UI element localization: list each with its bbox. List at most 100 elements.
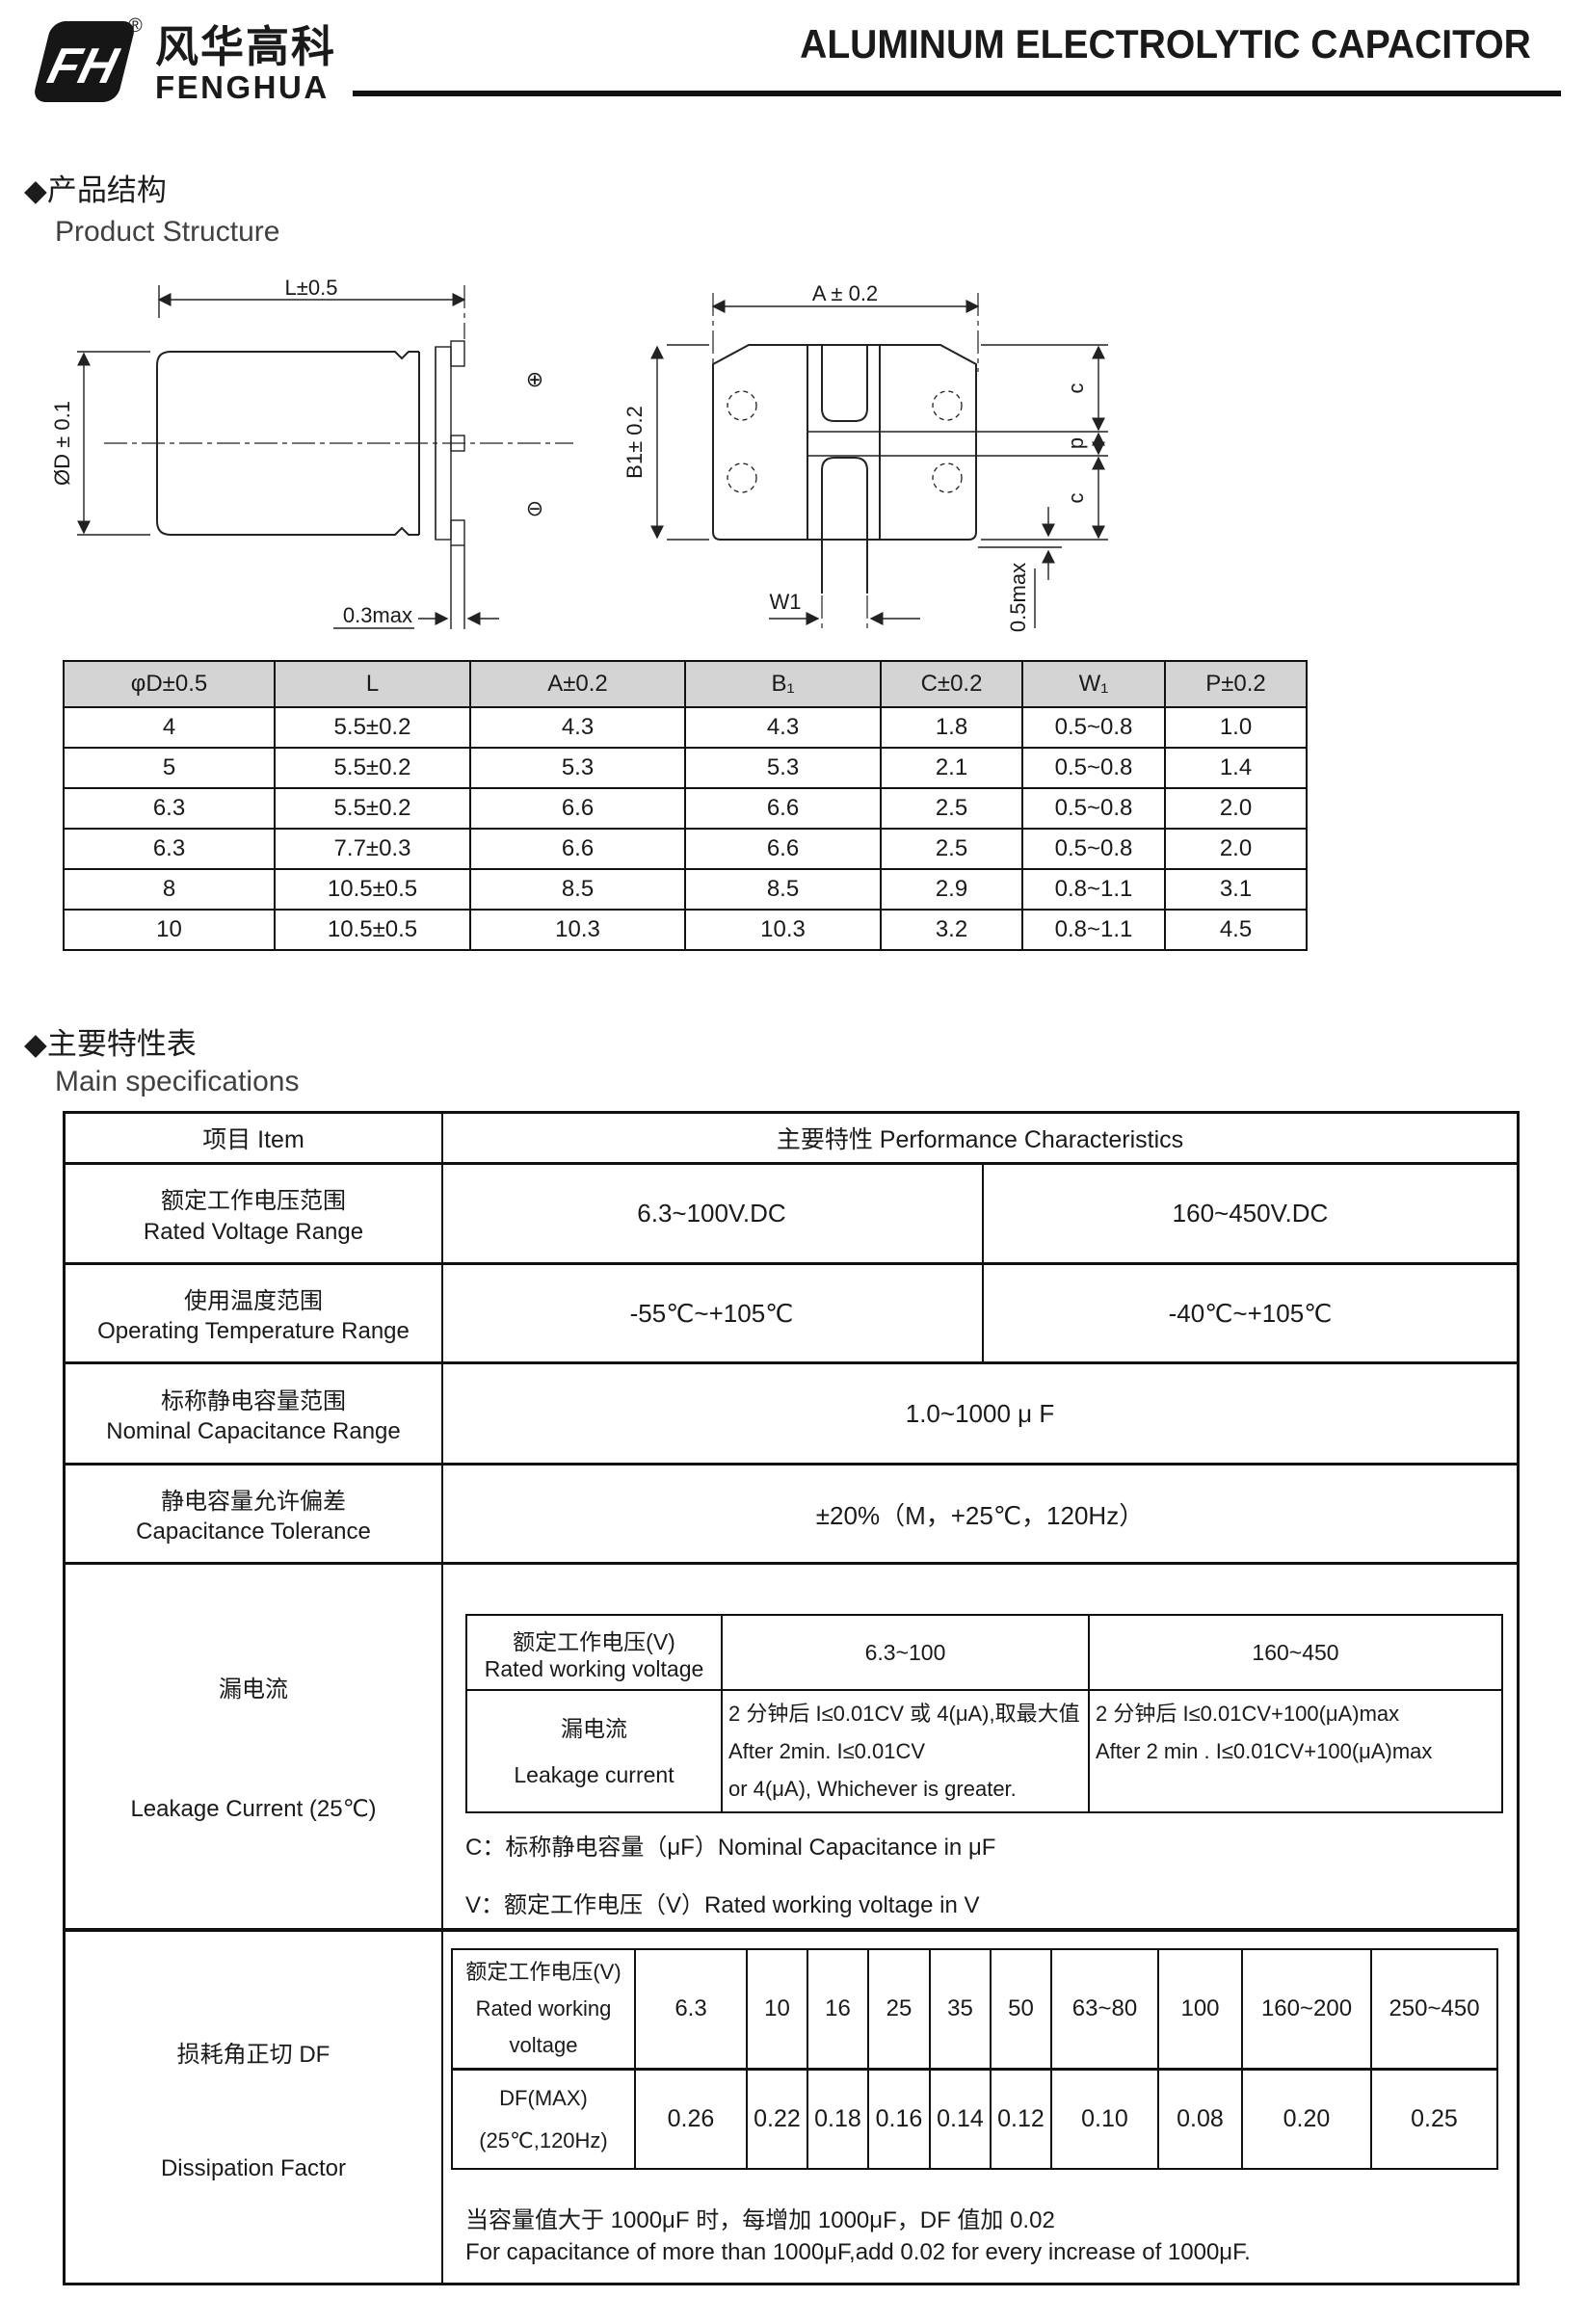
spec-value: 6.3~100V.DC [637,1199,786,1228]
header-line: Rated working [475,1996,612,2020]
df-value: 0.25 [1370,2068,1498,2170]
table-cell: 8 [63,868,276,911]
col-header: W₁ [1021,660,1166,708]
item-label-en: Dissipation Factor [160,2155,347,2181]
spec-item-leakage-current: 漏电流 Leakage Current (25℃) [66,1565,441,1928]
table-cell: 6.3 [63,787,276,830]
dim-label-b1: B1± 0.2 [622,406,647,479]
spec-line: 2 分钟后 I≤0.01CV+100(μA)max [1096,1702,1400,1726]
table-cell: 2.0 [1164,828,1308,870]
item-label-en: Operating Temperature Range [97,1318,410,1344]
df-value: 0.14 [929,2068,992,2170]
spec-header-characteristics: 主要特性 Performance Characteristics [776,1126,1184,1153]
table-cell: 10.5±0.5 [274,909,471,951]
table-cell: 8.5 [469,868,686,911]
table-cell: 2.1 [880,747,1023,789]
table-row: 6.3 7.7±0.3 6.6 6.6 2.5 0.5~0.8 2.0 [63,828,1308,870]
table-cell: 4.5 [1164,909,1308,951]
leakage-col-high: 160~450 [1088,1614,1503,1691]
df-value: 0.18 [807,2068,869,2170]
table-cell: 1.4 [1164,747,1308,789]
df-value: 0.10 [1050,2068,1159,2170]
polarity-minus-icon: ⊖ [526,496,543,520]
table-cell: 4 [63,706,276,749]
df-note-en: For capacitance of more than 1000μF,add … [465,2239,1251,2265]
table-cell: 5.5±0.2 [274,787,471,830]
dim-label-a: A ± 0.2 [812,281,878,305]
spec-value: 1.0~1000 μ F [905,1398,1055,1428]
dim-label-p: p [1064,437,1088,449]
table-cell: 5 [63,747,276,789]
df-voltage: 6.3 [634,1948,748,2071]
leakage-voltage-header: 额定工作电压(V) Rated working voltage [465,1614,723,1691]
brand-name-en: FENGHUA [155,69,330,105]
divider [66,1162,1517,1165]
item-label-en: Rated Voltage Range [143,1218,364,1245]
df-row-label: DF(MAX) (25℃,120Hz) [451,2068,636,2170]
df-voltage: 63~80 [1050,1948,1159,2071]
df-value: 0.12 [990,2068,1052,2170]
table-cell: 10.5±0.5 [274,868,471,911]
dim-label-c-top: c [1064,383,1088,394]
df-value: 0.08 [1157,2068,1243,2170]
dissipation-factor-table: 额定工作电压(V) Rated working voltage 6.3 10 1… [451,1948,1498,2170]
table-cell: 5.3 [469,747,686,789]
item-label-en: Capacitance Tolerance [136,1519,371,1545]
leakage-current-table: 额定工作电压(V) Rated working voltage 6.3~100 … [465,1614,1503,1813]
table-row: 8 10.5±0.5 8.5 8.5 2.9 0.8~1.1 3.1 [63,868,1308,911]
leakage-data-row: 漏电流 Leakage current 2 分钟后 I≤0.01CV 或 4(μ… [465,1689,1503,1813]
divider [66,1262,1517,1265]
dimensions-header-row: φD±0.5 L A±0.2 B₁ C±0.2 W₁ P±0.2 [63,660,1308,708]
df-voltage: 160~200 [1241,1948,1372,2071]
spec-line: 2 分钟后 I≤0.01CV 或 4(μA),取最大值 [728,1702,1080,1726]
df-voltage-header: 额定工作电压(V) Rated working voltage [451,1948,636,2071]
table-cell: 10.3 [684,909,882,951]
spec-item-dissipation-factor: 损耗角正切 DF Dissipation Factor [66,1935,441,2283]
df-voltage: 25 [867,1948,931,2071]
section-heading-structure-cn: ◆产品结构 [24,173,167,207]
df-values-row: DF(MAX) (25℃,120Hz) 0.26 0.22 0.18 0.16 … [451,2068,1498,2170]
note-nominal-capacitance: C：标称静电容量（μF）Nominal Capacitance in μF [465,1835,996,1861]
table-cell: 10 [63,909,276,951]
table-cell: 7.7±0.3 [274,828,471,870]
header-cn: 额定工作电压(V) [513,1628,675,1654]
col-header: A±0.2 [469,660,686,708]
item-label-cn: 静电容量允许偏差 [161,1489,346,1515]
spec-header-item: 项目 Item [202,1126,304,1153]
side-view: L±0.5 ØD ± 0.1 0.3max ⊕ ⊖ [50,276,573,629]
spec-value: ±20%（M，+25℃，120Hz） [815,1500,1145,1530]
divider [441,1114,443,2283]
table-cell: 0.5~0.8 [1021,706,1166,749]
product-structure-diagram: L±0.5 ØD ± 0.1 0.3max ⊕ ⊖ [50,276,1108,632]
page-title: ALUMINUM ELECTROLYTIC CAPACITOR [800,21,1531,66]
col-header: φD±0.5 [63,660,276,708]
spec-line: After 2min. I≤0.01CV [728,1739,926,1763]
table-cell: 3.1 [1164,868,1308,911]
spec-line: After 2 min . I≤0.01CV+100(μA)max [1096,1739,1433,1763]
table-cell: 2.5 [880,787,1023,830]
leakage-row-label: 漏电流 Leakage current [465,1689,723,1813]
table-cell: 1.8 [880,706,1023,749]
item-label-en: Leakage Current (25℃) [130,1796,377,1822]
brand-names: 风华高科 FENGHUA [155,25,336,103]
brand-name-cn: 风华高科 [155,22,337,71]
row-label-line: (25℃,120Hz) [479,2127,608,2152]
table-cell: 6.3 [63,828,276,870]
table-cell: 0.8~1.1 [1021,868,1166,911]
dim-label-standoff: 0.5max [1006,563,1030,632]
col-header: L [274,660,471,708]
df-value: 0.22 [746,2068,808,2170]
note-rated-voltage: V：额定工作电压（V）Rated working voltage in V [465,1892,980,1918]
table-row: 4 5.5±0.2 4.3 4.3 1.8 0.5~0.8 1.0 [63,706,1308,749]
leakage-spec-high: 2 分钟后 I≤0.01CV+100(μA)max After 2 min . … [1088,1689,1503,1813]
spec-item-rated-voltage: 额定工作电压范围 Rated Voltage Range [66,1165,441,1262]
df-voltage: 250~450 [1370,1948,1498,2071]
item-label-cn: 漏电流 [219,1677,288,1703]
df-note-cn: 当容量值大于 1000μF 时，每增加 1000μF，DF 值加 0.02 [465,2207,1055,2233]
df-voltage: 100 [1157,1948,1243,2071]
df-value: 0.20 [1241,2068,1372,2170]
leakage-col-low: 6.3~100 [721,1614,1090,1691]
table-cell: 5.5±0.2 [274,747,471,789]
spec-line: or 4(μA), Whichever is greater. [728,1777,1017,1801]
